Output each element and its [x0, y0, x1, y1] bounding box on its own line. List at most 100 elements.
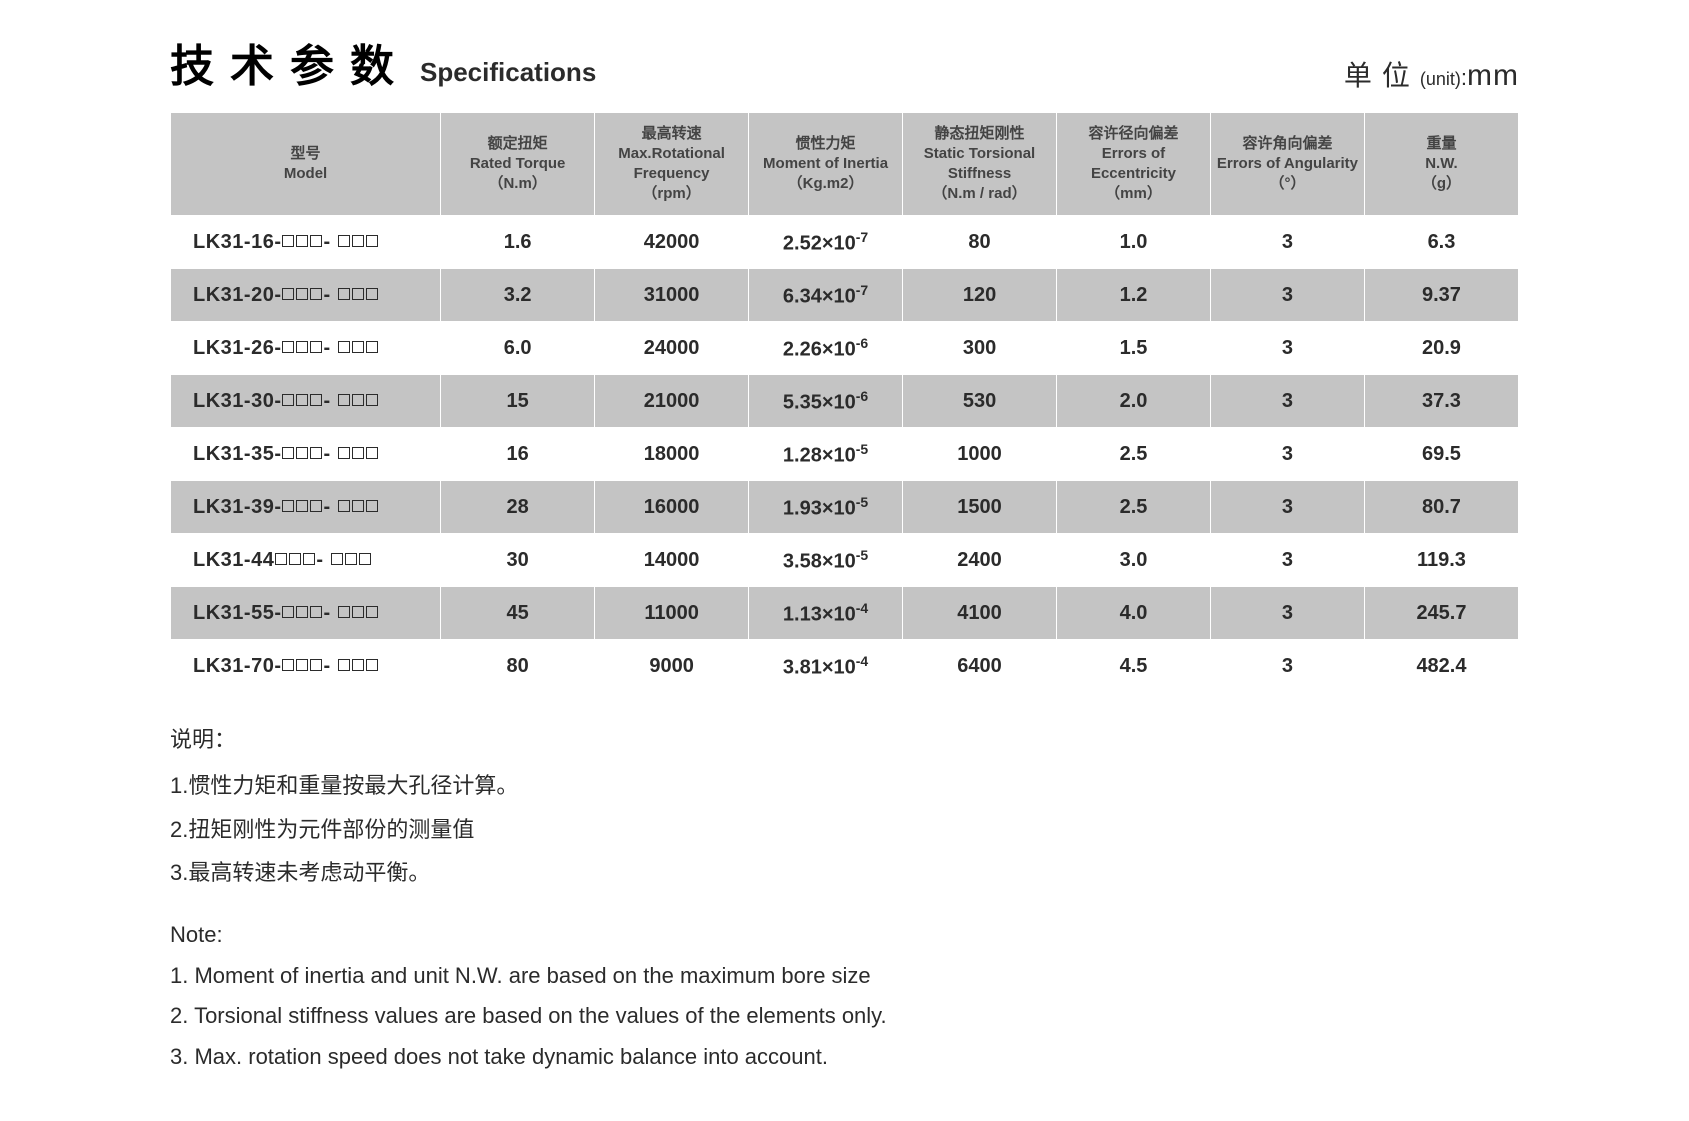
cell-nw: 69.5 [1364, 428, 1518, 481]
table-row: LK31-55-- 45110001.13×10-441004.03245.7 [171, 587, 1519, 640]
cell-rpm: 11000 [595, 587, 749, 640]
cell-model: LK31-44- [171, 534, 441, 587]
col-header-en: Errors of Angularity [1215, 154, 1360, 174]
cell-model: LK31-16-- [171, 216, 441, 269]
cell-nw: 482.4 [1364, 640, 1518, 693]
cell-stiffness: 4100 [903, 587, 1057, 640]
title-en: Specifications [420, 57, 596, 88]
col-header-cn: 惯性力矩 [753, 134, 898, 154]
cell-torque: 30 [441, 534, 595, 587]
col-header: 额定扭矩Rated Torque（N.m） [441, 113, 595, 216]
cell-angularity: 3 [1210, 640, 1364, 693]
cell-rpm: 42000 [595, 216, 749, 269]
col-header-unit: （rpm） [599, 184, 744, 204]
cell-eccentricity: 2.5 [1057, 481, 1211, 534]
cell-model: LK31-35-- [171, 428, 441, 481]
cell-angularity: 3 [1210, 587, 1364, 640]
col-header-unit: （mm） [1061, 184, 1206, 204]
col-header-unit: （N.m） [445, 174, 590, 194]
cell-inertia: 3.58×10-5 [749, 534, 903, 587]
cell-nw: 37.3 [1364, 375, 1518, 428]
unit-cn: 单位 [1344, 60, 1420, 91]
notes-cn-line: 1.惯性力矩和重量按最大孔径计算。 [170, 765, 1519, 807]
col-header: 容许角向偏差Errors of Angularity（°） [1210, 113, 1364, 216]
notes-en-line: 1. Moment of inertia and unit N.W. are b… [170, 957, 1519, 996]
cell-model: LK31-20-- [171, 269, 441, 322]
cell-inertia: 1.13×10-4 [749, 587, 903, 640]
col-header-cn: 静态扭矩刚性 [907, 124, 1052, 144]
col-header: 型号Model [171, 113, 441, 216]
col-header-cn: 容许径向偏差 [1061, 124, 1206, 144]
notes-cn-line: 2.扭矩刚性为元件部份的测量值 [170, 809, 1519, 851]
cell-rpm: 24000 [595, 322, 749, 375]
cell-angularity: 3 [1210, 375, 1364, 428]
cell-eccentricity: 1.0 [1057, 216, 1211, 269]
table-row: LK31-70-- 8090003.81×10-464004.53482.4 [171, 640, 1519, 693]
spec-thead: 型号Model额定扭矩Rated Torque（N.m）最高转速Max.Rota… [171, 113, 1519, 216]
table-row: LK31-35-- 16180001.28×10-510002.5369.5 [171, 428, 1519, 481]
spec-tbody: LK31-16-- 1.6420002.52×10-7801.036.3LK31… [171, 216, 1519, 693]
col-header-en: Max.Rotational Frequency [599, 144, 744, 185]
page: 技术参数 Specifications 单位(unit):mm 型号Model额… [0, 0, 1689, 1076]
col-header: 静态扭矩刚性Static Torsional Stiffness（N.m / r… [903, 113, 1057, 216]
header-row: 型号Model额定扭矩Rated Torque（N.m）最高转速Max.Rota… [171, 113, 1519, 216]
spec-table: 型号Model额定扭矩Rated Torque（N.m）最高转速Max.Rota… [170, 112, 1519, 693]
cell-torque: 16 [441, 428, 595, 481]
cell-stiffness: 2400 [903, 534, 1057, 587]
table-row: LK31-26-- 6.0240002.26×10-63001.5320.9 [171, 322, 1519, 375]
cell-torque: 15 [441, 375, 595, 428]
table-row: LK31-20-- 3.2310006.34×10-71201.239.37 [171, 269, 1519, 322]
col-header-unit: （N.m / rad） [907, 184, 1052, 204]
cell-rpm: 14000 [595, 534, 749, 587]
table-row: LK31-39-- 28160001.93×10-515002.5380.7 [171, 481, 1519, 534]
cell-torque: 1.6 [441, 216, 595, 269]
cell-angularity: 3 [1210, 216, 1364, 269]
notes-cn-head: 说明： [170, 719, 1519, 761]
col-header: 重量N.W.（g） [1364, 113, 1518, 216]
cell-rpm: 9000 [595, 640, 749, 693]
title-left: 技术参数 Specifications [170, 30, 596, 94]
cell-model: LK31-55-- [171, 587, 441, 640]
col-header-en: Moment of Inertia [753, 154, 898, 174]
cell-angularity: 3 [1210, 481, 1364, 534]
col-header-en: Model [175, 164, 436, 184]
col-header-unit: （Kg.m2） [753, 174, 898, 194]
table-row: LK31-30-- 15210005.35×10-65302.0337.3 [171, 375, 1519, 428]
title-cn: 技术参数 [170, 30, 410, 94]
cell-angularity: 3 [1210, 534, 1364, 587]
cell-angularity: 3 [1210, 322, 1364, 375]
notes-en-head: Note: [170, 916, 1519, 955]
cell-torque: 45 [441, 587, 595, 640]
col-header: 惯性力矩Moment of Inertia（Kg.m2） [749, 113, 903, 216]
cell-inertia: 1.28×10-5 [749, 428, 903, 481]
cell-inertia: 6.34×10-7 [749, 269, 903, 322]
col-header-cn: 重量 [1369, 134, 1514, 154]
col-header-cn: 额定扭矩 [445, 134, 590, 154]
cell-angularity: 3 [1210, 269, 1364, 322]
col-header-en: Errors of Eccentricity [1061, 144, 1206, 185]
notes-cn: 说明： 1.惯性力矩和重量按最大孔径计算。 2.扭矩刚性为元件部份的测量值 3.… [170, 719, 1519, 894]
title-row: 技术参数 Specifications 单位(unit):mm [170, 30, 1519, 94]
table-row: LK31-44- 30140003.58×10-524003.03119.3 [171, 534, 1519, 587]
cell-eccentricity: 2.0 [1057, 375, 1211, 428]
cell-stiffness: 80 [903, 216, 1057, 269]
col-header-en: N.W. [1369, 154, 1514, 174]
unit-mm: mm [1467, 59, 1519, 92]
cell-nw: 6.3 [1364, 216, 1518, 269]
cell-nw: 245.7 [1364, 587, 1518, 640]
cell-model: LK31-39-- [171, 481, 441, 534]
cell-torque: 6.0 [441, 322, 595, 375]
cell-inertia: 2.26×10-6 [749, 322, 903, 375]
col-header: 最高转速Max.Rotational Frequency（rpm） [595, 113, 749, 216]
cell-model: LK31-70-- [171, 640, 441, 693]
cell-model: LK31-30-- [171, 375, 441, 428]
cell-stiffness: 1500 [903, 481, 1057, 534]
cell-rpm: 21000 [595, 375, 749, 428]
cell-stiffness: 120 [903, 269, 1057, 322]
col-header-en: Rated Torque [445, 154, 590, 174]
cell-eccentricity: 4.5 [1057, 640, 1211, 693]
cell-inertia: 1.93×10-5 [749, 481, 903, 534]
notes-en-line: 3. Max. rotation speed does not take dyn… [170, 1038, 1519, 1077]
col-header-cn: 容许角向偏差 [1215, 134, 1360, 154]
cell-rpm: 16000 [595, 481, 749, 534]
